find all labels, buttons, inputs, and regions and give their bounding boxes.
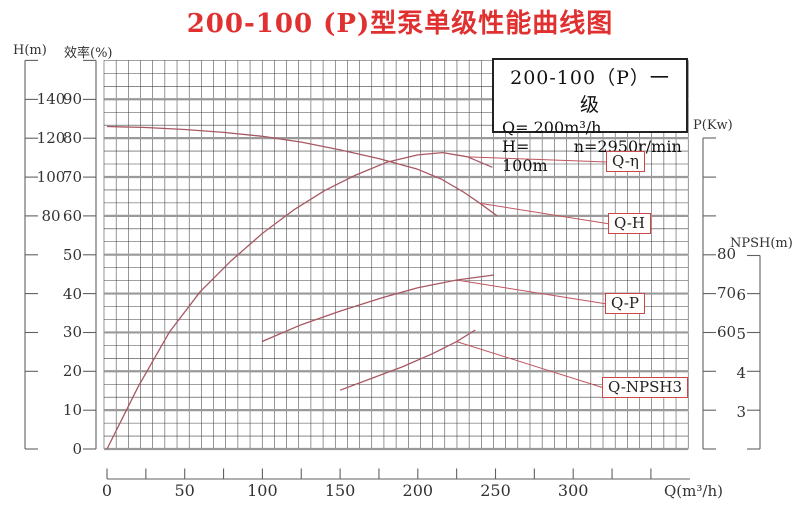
x-tick-label: 250 (480, 481, 511, 500)
pump-head: H= 100m (502, 137, 548, 175)
x-tick-label: 0 (101, 481, 113, 500)
leader-head (479, 202, 611, 225)
npsh-tick-label: 6 (736, 286, 746, 304)
npsh-tick-label: 3 (736, 402, 746, 421)
x-tick-label: 50 (174, 481, 195, 500)
power-tick-label: 80 (717, 245, 737, 263)
npsh-axis-title: NPSH(m) (730, 236, 793, 251)
power-tick-label: 70 (717, 283, 737, 302)
axes (24, 59, 761, 450)
efficiency-tick-label: 20 (62, 362, 82, 381)
head-tick-label: 120 (36, 129, 66, 148)
curve-label-power: Q-P (605, 293, 646, 314)
x-tick-label: 100 (247, 481, 278, 500)
x-tick-label: 150 (324, 481, 356, 500)
head-axis-title: H(m) (13, 43, 47, 58)
efficiency-axis-title: 效率(%) (64, 46, 113, 61)
leader-efficiency (467, 156, 609, 163)
curve-head (106, 125, 498, 217)
head-axis-bracket (24, 59, 38, 450)
efficiency-tick-label: 10 (62, 401, 82, 420)
efficiency-tick-label: 60 (62, 206, 82, 225)
pump-spec-box: 200-100（P）一级 Q= 200m³/h H= 100m n=2950r/… (492, 58, 688, 175)
curve-label-head: Q-H (608, 213, 651, 234)
efficiency-tick-label: 50 (62, 245, 82, 264)
efficiency-tick-label: 70 (62, 168, 82, 187)
efficiency-tick-label: 40 (62, 284, 82, 303)
leader-npsh (456, 341, 605, 389)
curve-efficiency (106, 151, 493, 450)
pump-model: 200-100（P）一级 (510, 67, 670, 116)
leader-power (456, 279, 608, 305)
head-tick-label: 100 (36, 168, 66, 187)
efficiency-tick-label: 30 (62, 323, 82, 342)
efficiency-tick-label: 90 (62, 90, 82, 109)
head-tick-label: 80 (41, 206, 61, 225)
power-axis-bracket (702, 137, 716, 450)
power-axis-title: P(Kw) (693, 118, 733, 133)
efficiency-tick-label: 0 (72, 440, 82, 458)
page-title: 200-100 (P)型泵单级性能曲线图 (186, 9, 614, 39)
curves (106, 125, 611, 450)
head-tick-label: 140 (36, 90, 66, 109)
efficiency-axis-bracket (83, 59, 97, 450)
x-axis (106, 468, 690, 480)
npsh-tick-label: 4 (736, 363, 746, 382)
efficiency-tick-label: 80 (62, 129, 82, 148)
x-tick-label: 200 (402, 481, 434, 500)
curve-label-efficiency: Q-η (606, 151, 645, 172)
x-tick-label: 300 (557, 481, 589, 500)
curve-label-npsh: Q-NPSH3 (602, 377, 689, 398)
grid (103, 60, 689, 451)
flow-axis-title: Q(m³/h) (664, 482, 723, 500)
npsh-tick-label: 5 (736, 324, 746, 343)
curve-npsh (339, 329, 476, 391)
power-tick-label: 60 (717, 322, 737, 341)
pump-flow: Q= 200m³/h (502, 118, 602, 137)
pump-speed: n=2950r/min (573, 137, 682, 156)
npsh-axis-bracket (747, 254, 761, 450)
